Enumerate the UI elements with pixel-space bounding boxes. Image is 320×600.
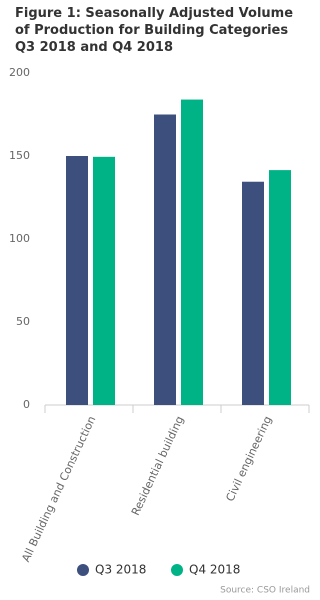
y-tick-label: 0 xyxy=(23,398,30,411)
x-tick-label: Residential building xyxy=(129,414,186,518)
y-tick-label: 200 xyxy=(9,66,30,79)
source: Source: CSO Ireland xyxy=(220,586,310,596)
bar xyxy=(269,170,291,405)
chart-title: Figure 1: Seasonally Adjusted Volume of … xyxy=(15,6,294,55)
x-tick-label: All Building and Construction xyxy=(19,414,98,564)
legend-swatch xyxy=(77,564,89,576)
legend-swatch xyxy=(171,564,183,576)
bar xyxy=(242,181,264,405)
bar xyxy=(66,156,88,405)
y-tick-label: 150 xyxy=(9,149,30,162)
bar xyxy=(93,156,115,405)
x-tick-label: Civil engineering xyxy=(223,414,274,503)
y-tick-label: 50 xyxy=(16,315,30,328)
legend-label: Q4 2018 xyxy=(189,563,240,577)
legend-label: Q3 2018 xyxy=(95,563,146,577)
bar xyxy=(181,99,203,405)
bar xyxy=(154,114,176,405)
y-tick-label: 100 xyxy=(9,232,30,245)
